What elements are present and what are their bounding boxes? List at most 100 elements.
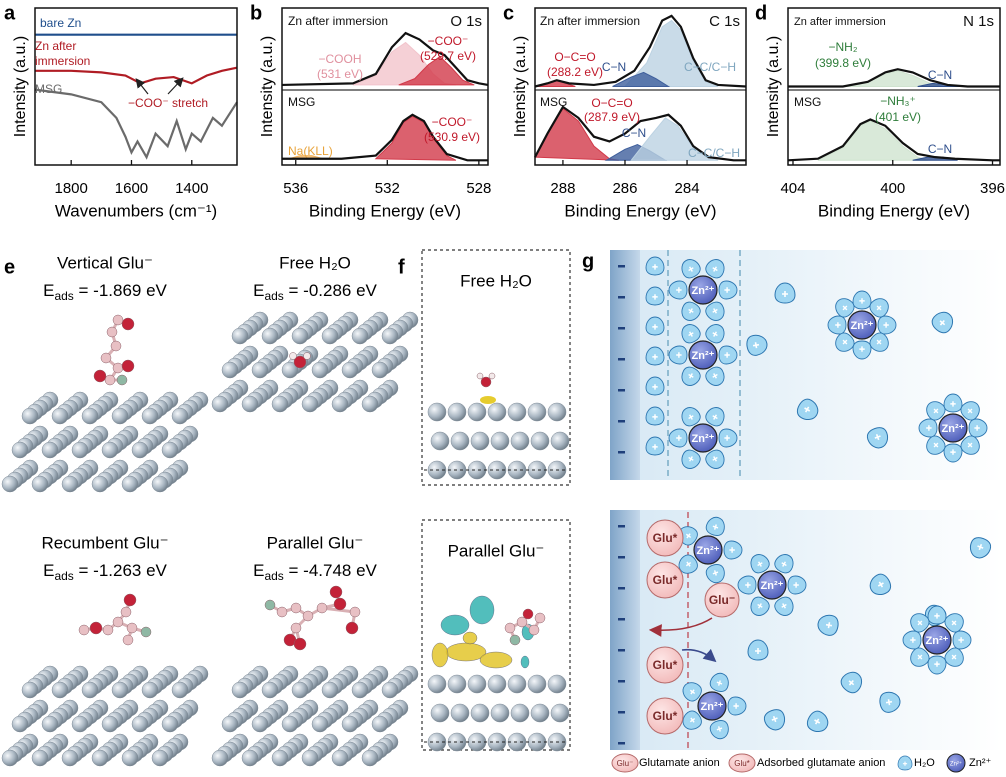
water-plus — [712, 308, 718, 314]
water-plus — [876, 305, 882, 311]
water-plus — [917, 654, 923, 660]
adsorbed-glutamate — [646, 697, 684, 735]
water-molecule — [869, 573, 892, 596]
atom — [141, 681, 159, 699]
negative-charge — [618, 649, 625, 652]
water-molecule — [645, 346, 665, 366]
water-molecule — [668, 280, 688, 300]
energy-subscript: ads — [264, 569, 283, 583]
negative-charge — [618, 358, 625, 361]
atom — [101, 715, 119, 733]
atom — [41, 441, 59, 459]
annotation: bare Zn — [40, 16, 81, 30]
atom — [427, 402, 447, 422]
adsorption-energy: Eads = -1.263 eV — [43, 561, 167, 583]
atom — [161, 441, 179, 459]
water-plus — [652, 414, 658, 420]
adsorption-energy: Eads = -0.286 eV — [253, 281, 377, 303]
box-title: Parallel Glu⁻ — [448, 541, 545, 560]
water-molecule — [705, 259, 725, 279]
water-molecule — [747, 639, 769, 661]
water-plus — [724, 287, 730, 293]
atom — [51, 407, 69, 425]
plot-frame — [787, 7, 1001, 166]
atom — [101, 441, 119, 459]
negative-charge — [618, 680, 625, 683]
water-molecule — [718, 345, 738, 365]
electrode — [610, 510, 640, 750]
y-axis-label: Intensity (a.u.) — [512, 36, 529, 137]
legend-symbol — [946, 753, 966, 773]
peak-component — [817, 120, 928, 161]
atom — [78, 624, 90, 636]
y-axis-label: Intensity (a.u.) — [259, 36, 276, 137]
water-molecule — [645, 286, 665, 306]
atom — [251, 361, 269, 379]
annotation: (288.2 eV) — [547, 65, 603, 79]
negative-charge — [618, 556, 625, 559]
water-plus — [689, 689, 696, 695]
atom — [467, 732, 487, 752]
atom — [121, 359, 135, 373]
annotation: Zn after — [35, 39, 76, 53]
atom — [121, 317, 135, 331]
zinc-ion — [922, 625, 952, 655]
atom — [507, 402, 527, 422]
atom — [371, 715, 389, 733]
atom — [333, 597, 347, 611]
x-tick-label: 1600 — [115, 180, 148, 197]
water-plus — [724, 435, 730, 441]
atom — [371, 361, 389, 379]
water-molecule — [718, 280, 738, 300]
water-molecule — [681, 407, 701, 427]
zinc-ion — [688, 275, 718, 305]
glutamate-anion — [704, 582, 740, 618]
atom — [467, 674, 487, 694]
water-plus — [676, 352, 682, 358]
annotation: −COO⁻ stretch — [128, 96, 208, 110]
annotation: C−N — [602, 60, 626, 74]
charge-density — [462, 631, 478, 645]
annotation: N 1s — [963, 13, 994, 30]
negative-charge — [618, 389, 625, 392]
water-molecule — [750, 596, 770, 616]
atom — [71, 441, 89, 459]
atom — [131, 715, 149, 733]
water-plus — [902, 761, 908, 766]
water-molecule — [897, 755, 913, 771]
charge-density — [520, 655, 530, 669]
atom — [550, 703, 570, 723]
atom — [281, 361, 299, 379]
water-plus — [804, 406, 811, 413]
negative-charge — [618, 451, 625, 454]
atom — [93, 369, 107, 383]
plot-frame — [281, 7, 489, 166]
atom — [447, 402, 467, 422]
atom — [211, 395, 229, 413]
atom — [381, 681, 399, 699]
atom — [547, 402, 567, 422]
water-plus — [958, 637, 964, 643]
atom — [509, 634, 521, 646]
panel-letter: a — [4, 2, 16, 24]
atom — [112, 362, 124, 374]
atom — [21, 407, 39, 425]
energy-subscript: ads — [264, 289, 283, 303]
atom — [351, 327, 369, 345]
atom — [120, 606, 132, 618]
panel-letter: b — [250, 2, 262, 24]
structure-title: Free H₂O — [279, 253, 351, 272]
water-plus — [745, 582, 751, 588]
energy-symbol: E — [43, 561, 54, 580]
panel-letter: c — [503, 2, 514, 24]
spectrum-line — [282, 113, 488, 162]
charge-density — [445, 642, 487, 662]
legend-symbol-label: Glu* — [734, 759, 750, 768]
water-plus — [729, 547, 735, 553]
atom — [487, 402, 507, 422]
annotation: Na(KLL) — [288, 144, 333, 158]
peak-component — [630, 117, 719, 161]
water-plus — [885, 699, 893, 706]
atom — [231, 681, 249, 699]
water-molecule — [723, 540, 743, 560]
